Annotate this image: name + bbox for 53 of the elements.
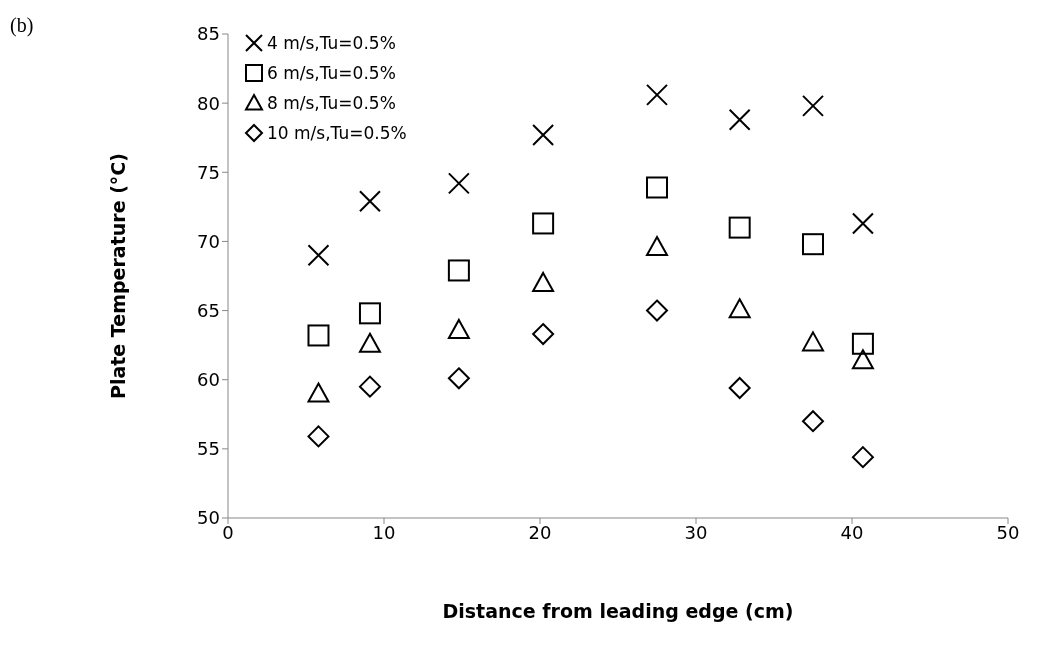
- point: [851, 349, 874, 370]
- y-tick-label: 50: [197, 507, 220, 529]
- point: [447, 318, 470, 339]
- point: [851, 332, 874, 355]
- y-axis-title: Plate Temperature (°C): [106, 153, 129, 399]
- point: [358, 332, 381, 353]
- point: [728, 298, 751, 319]
- point: [851, 446, 874, 469]
- point: [802, 410, 824, 433]
- x-tick-label: 20: [528, 521, 552, 543]
- x-tick-label: 10: [372, 521, 396, 543]
- text: (b): [10, 14, 34, 37]
- point: [358, 302, 381, 325]
- point: [447, 367, 470, 390]
- point: [646, 299, 668, 322]
- y-tick-label: 80: [197, 92, 220, 114]
- y-tick-label: 75: [197, 161, 220, 183]
- point: [307, 324, 330, 347]
- point: [646, 83, 668, 106]
- point: [532, 271, 555, 292]
- legend-label: 8 m/s,Tu=0.5%: [267, 93, 396, 113]
- x-tick-label: 40: [840, 521, 864, 543]
- point: [646, 176, 668, 199]
- point: [728, 108, 751, 131]
- y-tick-label: 85: [197, 23, 220, 45]
- point: [728, 216, 751, 239]
- point: [802, 94, 824, 117]
- point: [802, 233, 824, 256]
- point: [447, 172, 470, 195]
- point: [358, 190, 381, 213]
- point: [532, 323, 555, 346]
- x-axis-title: Distance from leading edge (cm): [442, 600, 794, 622]
- x-tick-label: 50: [996, 521, 1020, 543]
- point: [307, 425, 330, 448]
- legend-label: 4 m/s,Tu=0.5%: [267, 33, 396, 53]
- point: [802, 331, 824, 352]
- x-tick-label: 0: [222, 521, 234, 543]
- legend-label: 6 m/s,Tu=0.5%: [267, 63, 396, 83]
- y-tick-label: 55: [197, 438, 220, 460]
- point: [307, 244, 330, 267]
- y-tick-label: 65: [197, 299, 220, 321]
- y-tick-label: 70: [197, 230, 220, 252]
- legend-label: 10 m/s,Tu=0.5%: [267, 123, 407, 143]
- point: [358, 375, 381, 398]
- point: [646, 235, 668, 256]
- point: [532, 212, 555, 235]
- y-tick-label: 60: [197, 369, 220, 391]
- point: [851, 212, 874, 235]
- point: [447, 259, 470, 282]
- point: [307, 382, 330, 403]
- point: [728, 377, 751, 400]
- point: [532, 123, 555, 146]
- x-tick-label: 30: [684, 521, 708, 543]
